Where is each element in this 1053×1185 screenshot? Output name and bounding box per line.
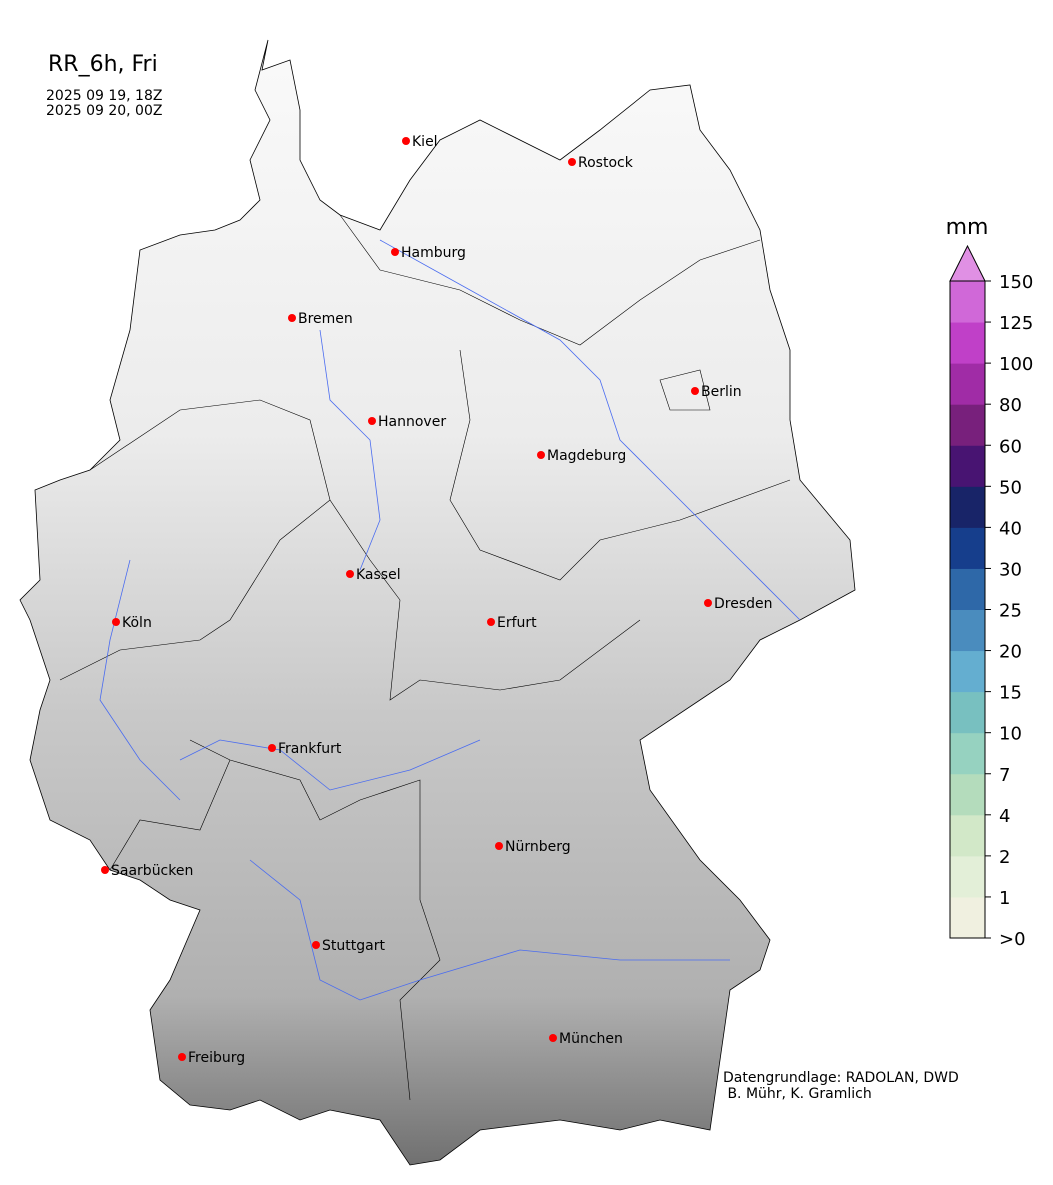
city-dresden: Dresden [704, 596, 773, 612]
city-label: München [559, 1031, 623, 1047]
city-label: Nürnberg [505, 839, 571, 855]
city-marker [346, 570, 354, 578]
city-erfurt: Erfurt [487, 615, 537, 631]
colorbar-tick-label: 100 [999, 354, 1033, 375]
city-marker [487, 618, 495, 626]
colorbar-segment [950, 855, 985, 898]
city-nürnberg: Nürnberg [495, 839, 571, 855]
colorbar-segment [950, 568, 985, 610]
city-marker [268, 744, 276, 752]
credit-source: Datengrundlage: RADOLAN, DWD [723, 1070, 959, 1086]
city-marker [495, 842, 503, 850]
colorbar-tick-label: 150 [999, 272, 1033, 293]
colorbar-segment [950, 650, 985, 693]
colorbar-segment [950, 281, 985, 323]
city-marker [112, 618, 120, 626]
city-magdeburg: Magdeburg [537, 448, 626, 464]
city-label: Hannover [378, 414, 446, 430]
city-label: Köln [122, 615, 152, 631]
colorbar-segment [950, 363, 985, 405]
colorbar-tick-label: 7 [999, 765, 1010, 786]
city-kassel: Kassel [346, 567, 401, 583]
city-berlin: Berlin [691, 384, 742, 400]
city-label: Saarbücken [111, 863, 193, 879]
map-title: RR_6h, Fri [48, 52, 158, 77]
city-label: Freiburg [188, 1050, 245, 1066]
city-marker [704, 599, 712, 607]
colorbar-tick-label: 1 [999, 888, 1010, 909]
city-marker [402, 137, 410, 145]
city-label: Dresden [714, 596, 773, 612]
city-label: Stuttgart [322, 938, 385, 954]
colorbar-tick-label: 25 [999, 601, 1022, 622]
city-marker [288, 314, 296, 322]
colorbar-segment [950, 486, 985, 528]
period-end: 2025 09 20, 00Z [46, 103, 163, 119]
city-köln: Köln [112, 615, 152, 631]
colorbar-segment [950, 322, 985, 364]
city-label: Rostock [578, 155, 634, 171]
colorbar-segment [950, 404, 985, 446]
city-rostock: Rostock [568, 155, 634, 171]
colorbar-segment [950, 732, 985, 775]
city-label: Erfurt [497, 615, 537, 631]
colorbar: >0 1 2 4 7 10 15 20 25 30 40 50 60 80 100 125 150 [949, 244, 1033, 950]
colorbar-tick-label: 30 [999, 559, 1022, 580]
city-stuttgart: Stuttgart [312, 938, 385, 954]
colorbar-segment [950, 609, 985, 652]
period-start: 2025 09 19, 18Z [46, 88, 163, 104]
city-hannover: Hannover [368, 414, 446, 430]
colorbar-tick-label: 60 [999, 436, 1022, 457]
colorbar-segment [950, 527, 985, 569]
colorbar-tick-label: 40 [999, 518, 1022, 539]
city-frankfurt: Frankfurt [268, 741, 342, 757]
colorbar-tick-label: 4 [999, 806, 1010, 827]
colorbar-extend-arrow [949, 244, 986, 282]
city-freiburg: Freiburg [178, 1050, 245, 1066]
city-marker [312, 941, 320, 949]
city-münchen: München [549, 1031, 623, 1047]
rivers [99, 239, 801, 1001]
city-marker [391, 248, 399, 256]
city-marker [537, 451, 545, 459]
colorbar-segment [950, 445, 985, 487]
colorbar-segment [950, 896, 985, 939]
city-saarbücken: Saarbücken [101, 863, 193, 879]
colorbar-tick-label: 80 [999, 395, 1022, 416]
colorbar-tick-label: 15 [999, 683, 1022, 704]
colorbar-tick-label: 50 [999, 477, 1022, 498]
credit-authors: B. Mühr, K. Gramlich [723, 1086, 872, 1102]
city-hamburg: Hamburg [391, 245, 466, 261]
colorbar-segment [950, 773, 985, 816]
city-kiel: Kiel [402, 134, 438, 150]
city-marker [368, 417, 376, 425]
city-label: Kassel [356, 567, 401, 583]
colorbar-tick-label: >0 [999, 929, 1026, 950]
city-label: Bremen [298, 311, 353, 327]
city-marker [691, 387, 699, 395]
colorbar-tick-label: 125 [999, 313, 1033, 334]
city-marker [568, 158, 576, 166]
colorbar-segment [950, 814, 985, 857]
city-marker [178, 1053, 186, 1061]
city-label: Hamburg [401, 245, 466, 261]
germany-outline [19, 39, 856, 1166]
colorbar-tick-label: 20 [999, 642, 1022, 663]
city-marker [549, 1034, 557, 1042]
colorbar-tick-label: 10 [999, 724, 1022, 745]
colorbar-segment [950, 691, 985, 734]
city-label: Kiel [412, 134, 438, 150]
city-bremen: Bremen [288, 311, 353, 327]
colorbar-unit: mm [946, 215, 989, 240]
city-label: Berlin [701, 384, 742, 400]
city-label: Frankfurt [278, 741, 342, 757]
city-label: Magdeburg [547, 448, 626, 464]
city-marker [101, 866, 109, 874]
colorbar-tick-label: 2 [999, 847, 1010, 868]
